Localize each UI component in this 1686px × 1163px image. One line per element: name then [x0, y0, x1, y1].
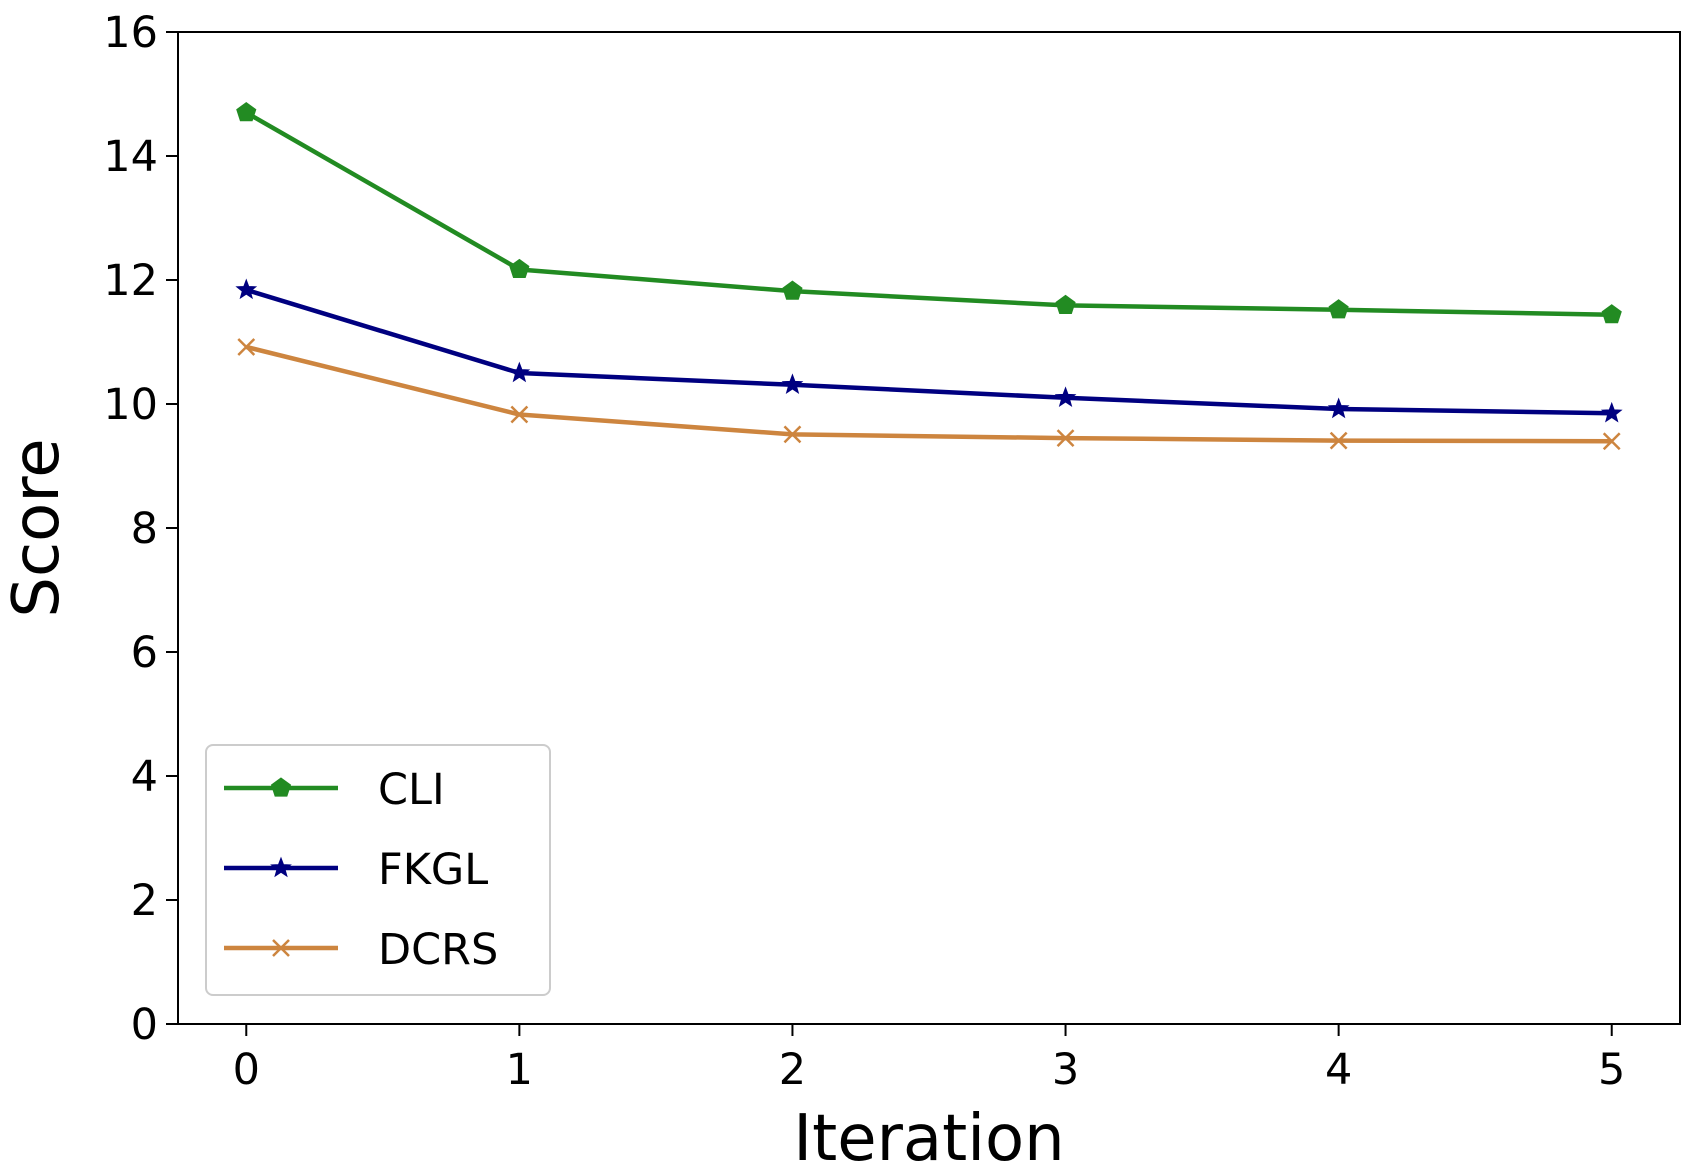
y-axis: 0 2 4 6 8 10 12 14 16 [103, 8, 178, 1050]
x-tick-label: 4 [1325, 1045, 1352, 1095]
data-point [783, 425, 802, 444]
y-tick-label: 16 [103, 8, 158, 58]
legend-label: FKGL [378, 845, 488, 895]
series-layer [235, 101, 1623, 451]
legend-item-fkgl: FKGL [224, 845, 488, 895]
legend-item-cli: CLI [224, 765, 445, 815]
x-tick-label: 1 [506, 1045, 533, 1095]
legend-label: DCRS [378, 925, 498, 975]
data-point [236, 101, 257, 122]
data-point [235, 278, 258, 300]
x-axis: 0 1 2 3 4 5 [233, 1024, 1625, 1095]
legend-item-dcrs: DCRS [224, 925, 498, 975]
data-point [510, 405, 529, 424]
y-tick-label: 12 [103, 256, 158, 306]
y-tick-label: 6 [131, 628, 158, 678]
series-fkgl [235, 278, 1623, 423]
data-point [1602, 432, 1621, 451]
data-point [509, 258, 530, 279]
y-axis-title: Score [0, 438, 74, 617]
legend: CLI FKGL DCRS [205, 744, 551, 996]
data-point [781, 373, 804, 395]
x-tick-label: 2 [779, 1045, 806, 1095]
series-line [245, 110, 1612, 317]
series-cli [236, 101, 1622, 324]
y-tick-label: 10 [103, 380, 158, 430]
data-point [1056, 429, 1075, 447]
series-line [245, 287, 1612, 416]
data-point [1055, 294, 1076, 315]
data-point [1328, 299, 1349, 319]
y-tick-label: 0 [131, 1000, 158, 1050]
x-tick-label: 3 [1052, 1045, 1079, 1095]
data-point [270, 856, 292, 878]
series-dcrs [237, 338, 1621, 451]
data-point [1600, 401, 1623, 423]
data-point [1601, 304, 1622, 324]
legend-box [205, 744, 551, 996]
x-axis-title: Iteration [793, 1102, 1064, 1163]
data-point [782, 280, 803, 300]
y-tick-label: 2 [131, 876, 158, 926]
y-tick-label: 4 [131, 752, 158, 802]
data-point [1054, 386, 1077, 408]
series-line [245, 344, 1612, 444]
data-point [272, 939, 290, 957]
data-point [1327, 397, 1350, 419]
data-point [1329, 431, 1348, 450]
legend-label: CLI [378, 765, 445, 815]
x-tick-label: 5 [1598, 1045, 1625, 1095]
data-point [237, 338, 256, 356]
y-tick-label: 14 [103, 132, 158, 182]
y-tick-label: 8 [131, 504, 158, 554]
data-point [270, 777, 292, 797]
x-tick-label: 0 [233, 1045, 260, 1095]
data-point [508, 361, 531, 383]
